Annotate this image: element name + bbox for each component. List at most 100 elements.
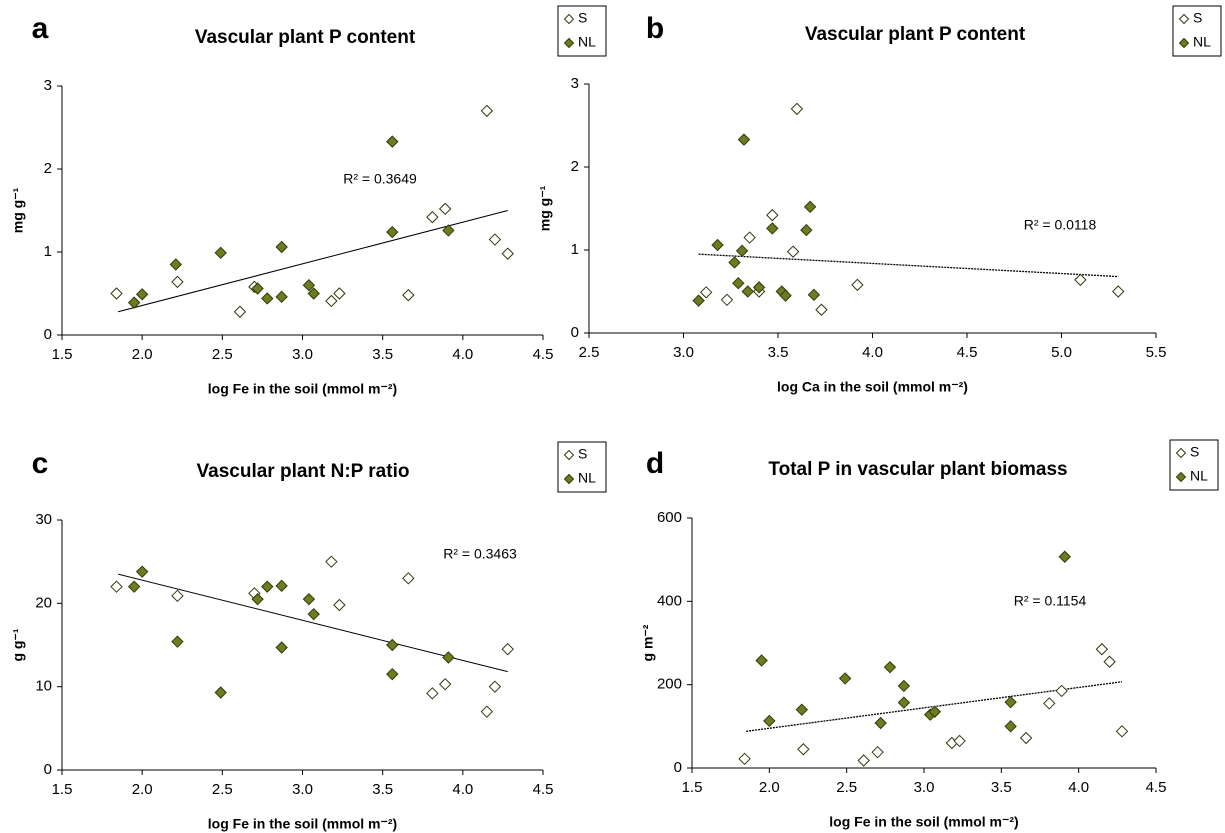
trendline [117,573,508,673]
data-point [953,734,966,748]
y-tick-label: 20 [35,594,52,611]
x-axis-label: log Fe in the soil (mmol m⁻²) [208,381,397,397]
legend-marker [563,449,575,461]
y-tick-label: 0 [44,761,52,778]
y-axis-label: g g⁻¹ [10,628,26,661]
data-point [1115,725,1129,738]
y-tick-label: 1 [44,243,52,260]
data-point [928,705,942,718]
x-tick-label: 2.0 [132,346,153,363]
data-point [807,288,821,302]
legend-label: S [1193,10,1202,26]
x-tick-label: 3.0 [673,344,694,361]
data-point [797,743,810,756]
y-tick-label: 3 [44,77,52,94]
data-point [1004,720,1017,733]
data-point [302,278,316,292]
x-tick-label: 2.5 [212,346,233,363]
y-tick-label: 2 [571,158,579,175]
data-point [741,285,754,298]
data-point [275,641,288,654]
data-point [800,223,813,237]
data-point [851,278,864,292]
x-axis-label: log Ca in the soil (mmol m⁻²) [777,379,968,395]
legend-label: S [1190,444,1199,460]
data-point [386,638,399,652]
data-point [488,680,502,693]
x-tick-label: 4.0 [452,346,473,363]
data-point [426,210,439,224]
data-point [127,580,141,593]
data-point [135,565,149,578]
data-point [438,202,452,216]
data-point [1019,731,1033,745]
legend-marker [1178,37,1190,49]
data-point [1095,643,1109,656]
y-tick-label: 0 [44,326,52,343]
legend-marker [563,13,575,25]
y-tick-label: 1 [571,241,579,258]
data-point [752,281,766,294]
x-tick-label: 2.5 [579,344,600,361]
data-point [803,200,817,214]
data-point [402,572,415,585]
data-point [333,598,346,612]
chart-title: Total P in vascular plant biomass [768,459,1067,480]
x-tick-label: 4.0 [452,781,473,798]
y-tick-label: 400 [657,592,682,609]
x-tick-label: 2.0 [759,779,780,796]
legend-label: NL [1190,468,1208,484]
data-point [480,705,494,718]
data-point [325,555,338,568]
data-point [1074,273,1087,287]
data-point [795,703,809,716]
x-tick-label: 2.0 [132,781,153,798]
data-point [307,287,320,300]
x-axis-label: log Fe in the soil (mmol m⁻²) [829,814,1018,830]
x-tick-label: 4.0 [862,344,883,361]
panel-label: d [646,447,664,480]
data-point [815,303,828,316]
legend-box [1172,5,1222,57]
x-tick-label: 3.5 [991,779,1012,796]
x-tick-label: 1.5 [682,779,703,796]
legend-marker [563,37,575,49]
x-tick-label: 4.5 [533,346,554,363]
data-point [738,752,751,766]
data-point [766,222,779,235]
data-point [169,258,183,271]
data-point [325,294,338,308]
r-squared-annotation: R² = 0.1154 [1014,593,1087,609]
y-tick-label: 3 [571,75,579,92]
x-tick-label: 3.5 [372,346,393,363]
data-point [728,256,741,269]
panel-label: c [32,447,49,480]
data-point [699,286,713,299]
data-point [857,754,870,767]
legend-marker [1175,471,1187,483]
legend-box [1169,439,1219,491]
data-point [171,275,184,289]
panel-label: b [646,12,664,45]
data-point [307,607,320,621]
legend-label: NL [578,470,596,486]
data-point [786,245,800,258]
data-point [711,238,724,252]
data-point [302,592,316,606]
data-point [737,133,751,146]
data-point [386,667,399,681]
x-tick-label: 4.5 [1146,779,1167,796]
x-tick-label: 3.5 [372,781,393,798]
data-point [261,292,274,305]
data-point [442,224,455,237]
panel-label: a [32,12,49,45]
data-point [438,677,452,691]
data-point [386,135,399,148]
x-tick-label: 3.0 [292,781,313,798]
y-tick-label: 600 [657,509,682,526]
data-point [426,687,439,700]
data-point [897,696,911,709]
data-point [214,686,227,699]
data-point [838,672,852,685]
